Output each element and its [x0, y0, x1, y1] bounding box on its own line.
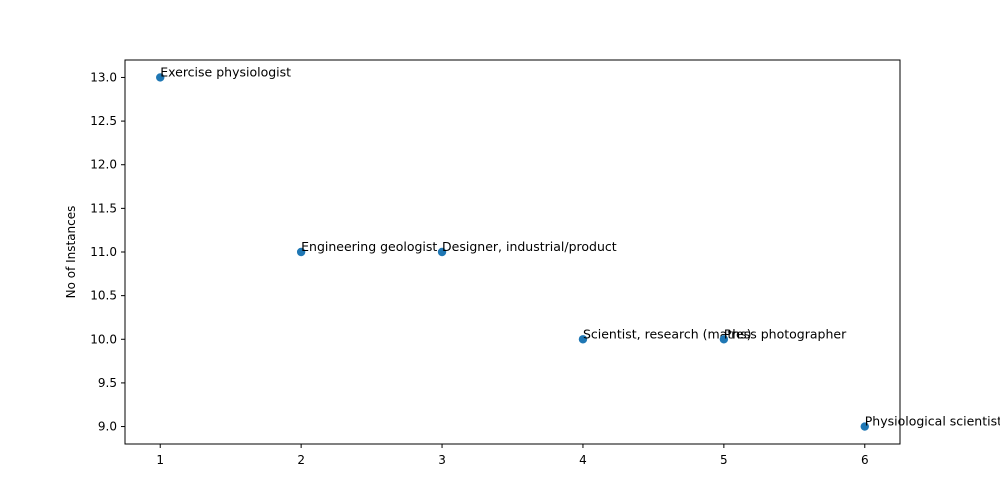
point-label: Press photographer [724, 326, 847, 341]
y-tick-label: 9.5 [98, 376, 117, 390]
point-label: Designer, industrial/product [442, 239, 617, 254]
point-label: Engineering geologist [301, 239, 437, 254]
x-tick-label: 2 [297, 453, 305, 467]
x-tick-label: 5 [720, 453, 728, 467]
y-tick-label: 13.0 [90, 70, 117, 84]
y-axis-label: No of Instances [64, 206, 78, 299]
y-tick-label: 10.5 [90, 289, 117, 303]
y-tick-label: 10.0 [90, 332, 117, 346]
data-point [437, 247, 447, 257]
data-point [156, 73, 165, 82]
point-label: Exercise physiologist [160, 64, 291, 79]
x-tick-label: 3 [438, 453, 446, 467]
x-tick-label: 6 [861, 453, 869, 467]
y-tick-label: 11.5 [90, 201, 117, 215]
y-tick-label: 12.0 [90, 158, 117, 172]
y-tick-label: 11.0 [90, 245, 117, 259]
point-label: Physiological scientist [865, 414, 1000, 429]
x-tick-label: 1 [156, 453, 164, 467]
y-tick-label: 12.5 [90, 114, 117, 128]
data-point [296, 247, 306, 257]
point-label: Scientist, research (maths) [583, 326, 752, 341]
data-point [719, 335, 729, 344]
x-tick-label: 4 [579, 453, 587, 467]
y-tick-label: 9.0 [98, 420, 117, 434]
data-point [578, 335, 588, 344]
data-point [860, 422, 869, 431]
